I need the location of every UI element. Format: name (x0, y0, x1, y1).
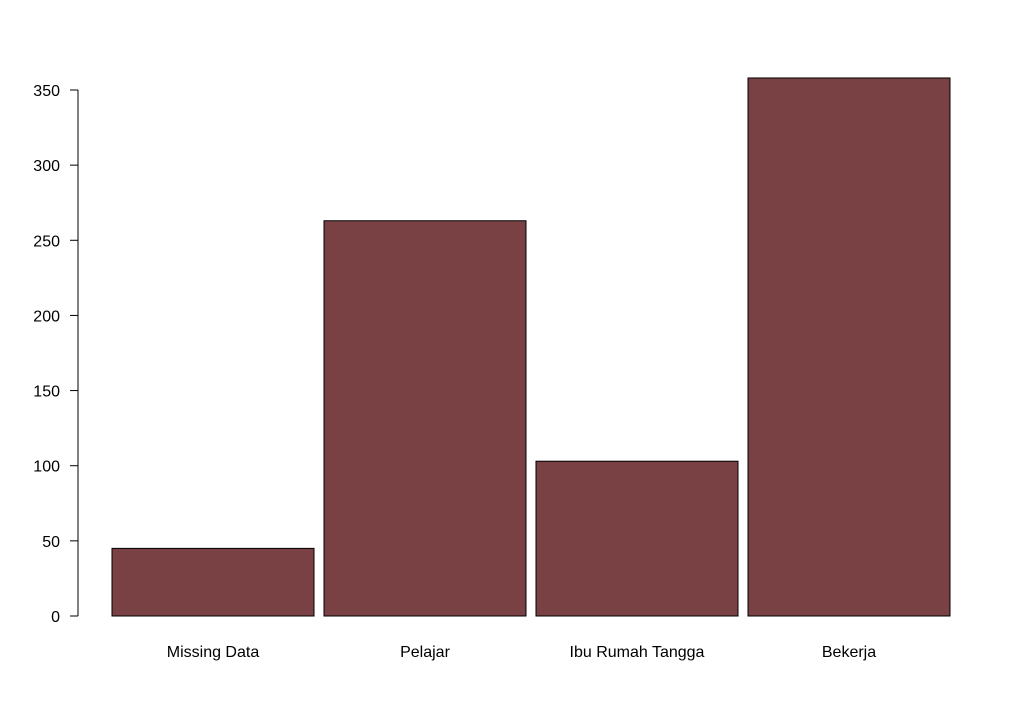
y-tick-label: 350 (33, 83, 60, 100)
x-category-label: Missing Data (167, 644, 260, 661)
bar-pelajar (323, 220, 527, 617)
y-tick-label: 300 (33, 158, 60, 175)
bar-missing-data (111, 547, 315, 617)
y-axis: 0 50 100 150 200 250 300 350 (33, 83, 79, 626)
bar-ibu-rumah-tangga (535, 460, 739, 617)
y-tick-label: 150 (33, 384, 60, 401)
bars-group (111, 77, 951, 617)
y-tick-label: 200 (33, 308, 60, 325)
x-axis-labels: Missing Data Pelajar Ibu Rumah Tangga Beker… (167, 644, 876, 661)
bar-bekerja (747, 77, 951, 617)
y-tick-label: 100 (33, 459, 60, 476)
y-tick-label: 0 (51, 609, 60, 626)
x-category-label: Bekerja (822, 644, 876, 661)
y-tick-label: 250 (33, 233, 60, 250)
y-tick-label: 50 (42, 534, 60, 551)
x-category-label: Ibu Rumah Tangga (570, 644, 705, 661)
x-category-label: Pelajar (400, 644, 450, 661)
